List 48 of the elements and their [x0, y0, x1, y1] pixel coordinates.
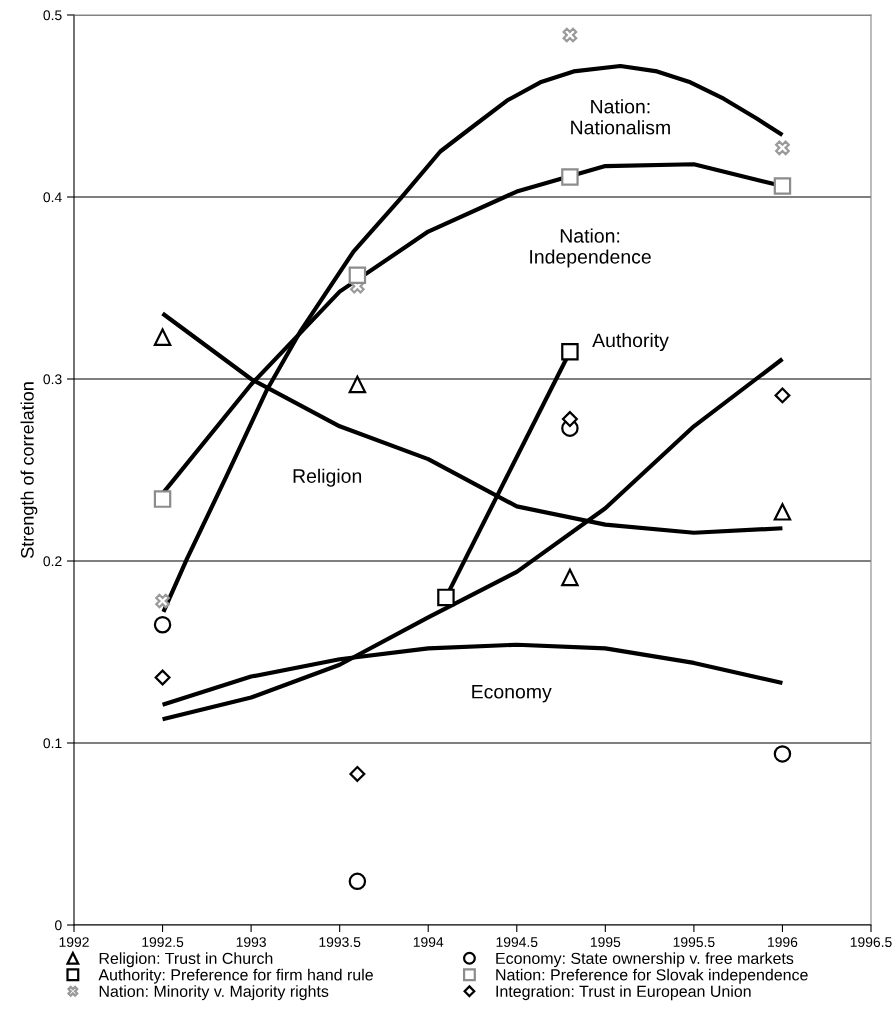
legend-label: Nation: Minority v. Majority rights: [99, 985, 329, 1001]
point: [154, 669, 171, 686]
point: [153, 328, 172, 346]
x-tick-label: 1996.5: [850, 937, 892, 948]
y-tick-label: 0.5: [43, 10, 62, 21]
series-label: Religion: [293, 468, 362, 487]
series-label: Nation: Nationalism: [571, 99, 670, 135]
point: [153, 490, 172, 508]
y-tick-label: 0.1: [43, 738, 62, 749]
x-tick-label: 1995: [590, 937, 621, 948]
x-tick-label: 1993: [236, 937, 266, 948]
point: [562, 27, 578, 43]
point: [773, 503, 792, 521]
x-tick-label: 1996: [768, 937, 798, 948]
point: [349, 765, 366, 782]
point: [348, 266, 367, 285]
point: [348, 872, 367, 891]
legend-label: Authority: Preference for firm hand rule: [98, 968, 373, 984]
point: [561, 342, 579, 361]
x-tick-label: 1992: [59, 937, 89, 948]
x-tick-label: 1994.5: [496, 937, 538, 948]
point: [348, 375, 367, 394]
point: [153, 615, 172, 634]
point: [773, 177, 792, 195]
series-label: Economy: [472, 684, 552, 703]
text: Nation: Independence: [530, 228, 651, 268]
y-tick-label: 0.2: [43, 556, 62, 567]
y-tick-label: 0.3: [43, 374, 62, 385]
point: [155, 593, 170, 609]
y-tick-label: 0.4: [43, 192, 62, 203]
point: [437, 588, 455, 607]
y-axis-title: Strength of correlation: [20, 382, 38, 558]
legend-label: Integration: Trust in European Union: [496, 985, 751, 1001]
x-tick-label: 1994: [413, 937, 444, 948]
x-tick-label: 1995.5: [673, 937, 715, 948]
legend-label: Economy: State ownership v. free markets: [496, 952, 794, 968]
point: [775, 140, 790, 156]
series-label: Authority: [592, 332, 669, 352]
point: [561, 411, 578, 428]
y-tick-label: 0: [55, 920, 62, 931]
legend-label: Religion: Trust in Church: [99, 952, 273, 968]
point: [773, 745, 792, 763]
x-tick-label: 1993.5: [319, 937, 361, 948]
point: [561, 568, 579, 587]
point: [774, 387, 791, 404]
x-tick-label: 1992.5: [142, 937, 184, 948]
legend-label: Nation: Preference for Slovak independence: [496, 968, 808, 984]
point: [561, 168, 579, 186]
